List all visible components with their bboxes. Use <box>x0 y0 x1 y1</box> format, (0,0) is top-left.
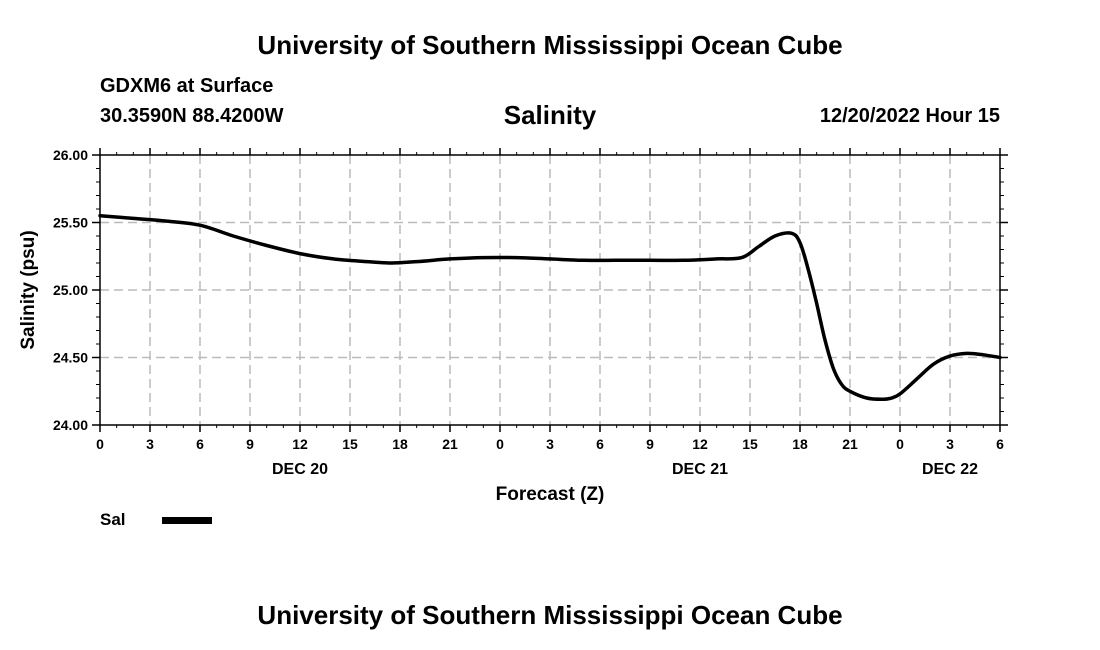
x-tick-label: 12 <box>292 436 308 452</box>
x-tick-label: 21 <box>842 436 858 452</box>
x-tick-label: 3 <box>546 436 554 452</box>
x-tick-label: 0 <box>896 436 904 452</box>
y-tick-label: 26.00 <box>53 147 88 163</box>
x-tick-label: 3 <box>946 436 954 452</box>
day-label: DEC 20 <box>272 461 328 478</box>
salinity-chart: 24.00 24.50 25.00 25.50 26.00 0 3 6 9 12 15 18 21 0 3 6… <box>18 147 1008 505</box>
x-tick-label: 9 <box>646 436 654 452</box>
x-tick-label: 12 <box>692 436 708 452</box>
day-label: DEC 22 <box>922 461 978 478</box>
x-tick-label: 15 <box>342 436 358 452</box>
x-axis-label: Forecast (Z) <box>496 484 605 505</box>
tick-layer <box>92 148 1008 432</box>
legend-label-sal: Sal <box>100 510 126 529</box>
x-tick-label: 15 <box>742 436 758 452</box>
label-layer: 24.00 24.50 25.00 25.50 26.00 0 3 6 9 12 15 18 21 0 3 6… <box>53 147 1004 478</box>
page-title-bottom: University of Southern Mississippi Ocean… <box>257 600 843 630</box>
page-title-top: University of Southern Mississippi Ocean… <box>257 30 843 60</box>
y-tick-label: 24.50 <box>53 350 88 366</box>
x-tick-label: 6 <box>596 436 604 452</box>
x-tick-label: 18 <box>792 436 808 452</box>
grid-layer <box>100 155 1000 425</box>
series-line-sal <box>98 213 1002 402</box>
day-label: DEC 21 <box>672 461 728 478</box>
station-label: GDXM6 at Surface <box>100 75 274 97</box>
y-tick-label: 24.00 <box>53 417 88 433</box>
x-tick-label: 0 <box>496 436 504 452</box>
x-tick-label: 3 <box>146 436 154 452</box>
legend-swatch-sal <box>162 517 212 524</box>
x-tick-label: 9 <box>246 436 254 452</box>
chart-title: Salinity <box>503 100 597 130</box>
x-tick-label: 18 <box>392 436 408 452</box>
y-tick-label: 25.50 <box>53 215 88 231</box>
x-tick-label: 21 <box>442 436 458 452</box>
y-axis-label: Salinity (psu) <box>18 230 39 349</box>
coordinates-label: 30.3590N 88.4200W <box>100 105 284 127</box>
datetime-label: 12/20/2022 Hour 15 <box>819 105 1000 127</box>
x-tick-label: 0 <box>96 436 104 452</box>
x-tick-label: 6 <box>196 436 204 452</box>
x-tick-label: 6 <box>996 436 1004 452</box>
y-tick-label: 25.00 <box>53 282 88 298</box>
